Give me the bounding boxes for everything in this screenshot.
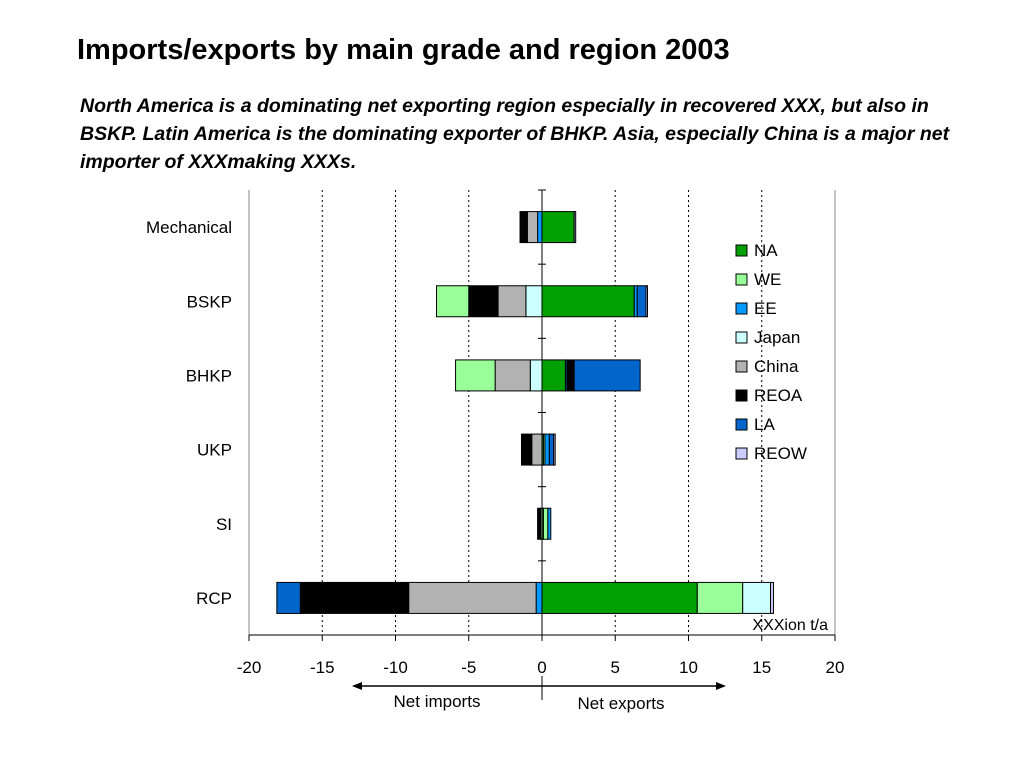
bar-segment bbox=[547, 507, 552, 540]
legend-swatch bbox=[735, 273, 748, 286]
legend-label: LA bbox=[754, 415, 775, 434]
x-tick-label: -5 bbox=[461, 658, 476, 677]
bar-segment bbox=[537, 507, 542, 540]
bar-segment bbox=[529, 359, 543, 392]
net-imports-arrow-head bbox=[352, 682, 362, 690]
net-exports-label: Net exports bbox=[578, 694, 665, 713]
bar-segment bbox=[553, 433, 556, 466]
legend-label: WE bbox=[754, 270, 781, 289]
x-tick-label: -10 bbox=[383, 658, 408, 677]
legend-swatch bbox=[735, 389, 748, 402]
bar-segment bbox=[541, 581, 698, 614]
legend-label: REOA bbox=[754, 386, 803, 405]
legend-swatch bbox=[735, 244, 748, 257]
legend-swatch bbox=[735, 331, 748, 344]
legend-label: EE bbox=[754, 299, 777, 318]
x-tick-label: 0 bbox=[537, 658, 546, 677]
bar-segment bbox=[541, 359, 566, 392]
bar-segment bbox=[541, 211, 575, 244]
x-tick-label: 20 bbox=[826, 658, 845, 677]
bar-segment bbox=[548, 433, 555, 466]
bar-segment bbox=[520, 433, 533, 466]
x-tick-label: 10 bbox=[679, 658, 698, 677]
category-label: BSKP bbox=[187, 292, 232, 311]
x-tick-label: 5 bbox=[611, 658, 620, 677]
x-tick-label: -15 bbox=[310, 658, 335, 677]
category-label: SI bbox=[216, 515, 232, 534]
bar-segment bbox=[544, 433, 550, 466]
page-title: Imports/exports by main grade and region… bbox=[77, 34, 730, 66]
bar-segment bbox=[525, 285, 543, 318]
page-subtitle: North America is a dominating net export… bbox=[80, 95, 950, 173]
legend-label: REOW bbox=[754, 444, 807, 463]
bar-segment bbox=[636, 285, 647, 318]
legend-label: Japan bbox=[754, 328, 800, 347]
bar-segment bbox=[276, 581, 301, 614]
bar-segment bbox=[468, 285, 499, 318]
legend-label: NA bbox=[754, 241, 778, 260]
bar-segment bbox=[542, 507, 549, 540]
category-label: UKP bbox=[197, 441, 232, 460]
bar-segment bbox=[531, 433, 543, 466]
bar-segment bbox=[408, 581, 537, 614]
bar-segment bbox=[497, 285, 527, 318]
x-tick-label: -20 bbox=[237, 658, 262, 677]
bar-segment bbox=[526, 211, 539, 244]
bar-segment bbox=[573, 359, 641, 392]
unit-label: XXXion t/a bbox=[752, 617, 828, 634]
net-imports-label: Net imports bbox=[394, 692, 481, 711]
bar-segment bbox=[770, 581, 774, 614]
x-tick-label: 15 bbox=[752, 658, 771, 677]
legend-swatch bbox=[735, 360, 748, 373]
category-label: BHKP bbox=[186, 366, 232, 385]
bar-segment bbox=[573, 211, 577, 244]
legend-swatch bbox=[735, 447, 748, 460]
legend-swatch bbox=[735, 418, 748, 431]
bar-segment bbox=[299, 581, 410, 614]
bar-segment bbox=[494, 359, 531, 392]
bar-segment bbox=[696, 581, 744, 614]
category-label: Mechanical bbox=[146, 218, 232, 237]
net-exports-arrow-head bbox=[716, 682, 726, 690]
bar-segment bbox=[535, 581, 543, 614]
bar-segment bbox=[541, 285, 635, 318]
bar-segment bbox=[436, 285, 470, 318]
category-label: RCP bbox=[196, 589, 232, 608]
bar-segment bbox=[742, 581, 772, 614]
bar-segment bbox=[537, 211, 543, 244]
legend-label: China bbox=[754, 357, 799, 376]
legend-swatch bbox=[735, 302, 748, 315]
bar-segment bbox=[519, 211, 528, 244]
bar-segment bbox=[455, 359, 496, 392]
bar-segment bbox=[566, 359, 575, 392]
bar-segment bbox=[645, 285, 648, 318]
